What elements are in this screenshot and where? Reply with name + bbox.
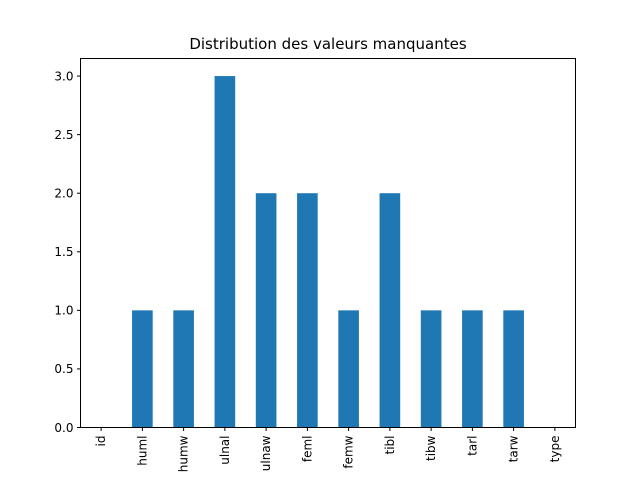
- bar-femw: [338, 310, 359, 428]
- x-tick-label: huml: [135, 436, 149, 466]
- axes-frame: [80, 58, 576, 428]
- y-tick-label: 0.0: [54, 421, 73, 435]
- y-tick-label: 2.5: [54, 128, 73, 142]
- x-tick-label: tibl: [383, 436, 397, 455]
- chart-title: Distribution des valeurs manquantes: [189, 35, 466, 53]
- y-tick-label: 1.5: [54, 245, 73, 259]
- y-tick-label: 0.5: [54, 362, 73, 376]
- x-tick-label: type: [548, 436, 562, 463]
- bar-tibl: [379, 193, 401, 428]
- bar-ulnaw: [255, 193, 277, 428]
- x-tick-label: tarl: [465, 436, 479, 456]
- bar-tibw: [420, 310, 442, 428]
- y-tick-label: 2.0: [54, 187, 73, 201]
- y-axis: 0.0 0.5 1.0 1.5 2.0 2.5 3.0: [54, 69, 81, 435]
- y-tick-label: 3.0: [54, 69, 73, 83]
- x-tick-label: humw: [177, 435, 191, 472]
- x-axis: id huml humw ulnal ulnaw feml femw tibl tibw tarl…: [94, 427, 562, 472]
- bar-ulnal: [214, 76, 236, 428]
- x-tick-label: ulnaw: [259, 435, 273, 471]
- x-tick-label: id: [94, 436, 108, 447]
- x-tick-label: feml: [300, 436, 314, 463]
- y-tick-label: 1.0: [54, 304, 73, 318]
- bar-tarw: [503, 310, 524, 428]
- x-tick-label: tarw: [507, 435, 521, 462]
- x-tick-label: femw: [342, 435, 356, 468]
- bar-huml: [132, 310, 153, 428]
- bar-humw: [173, 310, 194, 428]
- x-tick-label: ulnal: [218, 436, 232, 465]
- bar-feml: [297, 193, 318, 428]
- bar-tarl: [462, 310, 483, 428]
- x-tick-label: tibw: [424, 435, 438, 461]
- bars-group: [132, 76, 524, 428]
